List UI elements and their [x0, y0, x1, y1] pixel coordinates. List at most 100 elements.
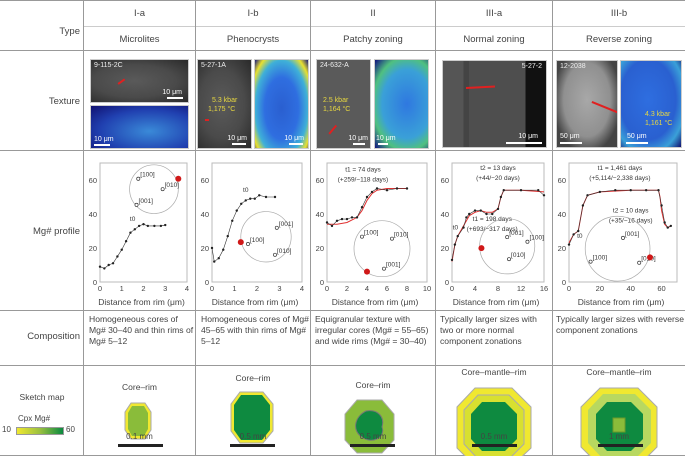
annotation: t0	[130, 216, 136, 223]
x-tick-label: 0	[98, 284, 102, 293]
scale-bar	[167, 97, 183, 99]
profile-line	[117, 78, 125, 85]
row-label-sketch: Sketch map	[19, 392, 65, 402]
table-top-border	[0, 0, 685, 1]
type-I-b: I-b	[247, 8, 259, 19]
pole-marker	[160, 187, 165, 192]
data-point	[360, 206, 364, 209]
data-point	[473, 209, 477, 212]
scale-label: 10 μm	[348, 135, 368, 142]
sample-id: 9-115-2C	[94, 62, 123, 69]
data-point	[340, 217, 344, 221]
data-point	[502, 189, 505, 192]
scale-label: 10 μm	[227, 135, 247, 142]
scale-bar	[560, 142, 582, 144]
data-point	[465, 216, 468, 219]
pressure-label: 4.3 kbar	[645, 111, 671, 118]
stereonet-circle	[240, 211, 292, 263]
scale-bar	[626, 142, 648, 144]
composition-I-b: Homogeneous cores of Mg# 45–65 with thin…	[201, 314, 309, 346]
x-tick-label: 2	[141, 284, 145, 293]
x-tick-label: 4	[300, 284, 304, 293]
y-tick-label: 20	[201, 244, 209, 253]
data-point	[249, 197, 252, 200]
scale-label: 10 μm	[94, 136, 114, 143]
data-point	[120, 248, 123, 251]
type-name-I-b: Phenocrysts	[226, 34, 280, 45]
x-tick-label: 2	[345, 284, 349, 293]
col-divider	[310, 0, 311, 456]
pole-marker	[588, 259, 593, 264]
sketch-scale-I-a: 0.1 mm	[126, 432, 153, 441]
sample-id: 5-27-1A	[201, 62, 226, 69]
stereonet-circle	[353, 220, 411, 278]
data-point	[335, 219, 339, 222]
pole-marker	[136, 176, 141, 181]
scale-bar	[230, 444, 275, 447]
col-divider	[552, 0, 553, 456]
scale-bar	[289, 143, 303, 145]
scale-label: 10 μm	[162, 89, 182, 96]
data-point	[629, 189, 632, 192]
pole-label: [001]	[386, 262, 401, 269]
data-point	[258, 194, 261, 197]
x-tick-label: 2	[255, 284, 259, 293]
data-point	[365, 195, 369, 199]
sample-id: 24-632-A	[320, 62, 349, 69]
data-point	[577, 229, 580, 233]
sketch-scale-III-b: 1 mm	[609, 432, 629, 441]
y-tick-label: 40	[316, 210, 324, 219]
data-point	[450, 258, 454, 262]
plot-frame	[451, 162, 545, 283]
scale-bar	[232, 143, 246, 145]
y-tick-label: 0	[205, 278, 209, 287]
legend-colorbar	[16, 427, 64, 435]
x-axis-label: Distance from rim (μm)	[578, 297, 665, 307]
x-tick-label: 1	[120, 284, 124, 293]
data-point	[350, 216, 354, 219]
row-label-type: Type	[59, 26, 80, 37]
scale-label: 10 μm	[376, 135, 396, 142]
type-III-b: III-b	[610, 8, 628, 19]
type-I-a: I-a	[133, 8, 146, 19]
data-point	[669, 224, 673, 228]
pole-marker	[621, 235, 625, 240]
row-divider	[0, 150, 685, 151]
type-name-I-a: Microlites	[119, 34, 160, 45]
annotation: (+693/−317 days)	[467, 226, 518, 233]
x-tick-label: 60	[657, 284, 665, 293]
legend-title: Cpx Mg#	[18, 414, 51, 423]
scale-label: 10 μm	[518, 133, 538, 140]
data-point	[103, 267, 106, 270]
annotation: t1 = 198 days	[473, 216, 513, 223]
x-tick-label: 20	[596, 284, 604, 293]
data-point	[264, 195, 268, 199]
data-point	[456, 234, 459, 238]
pole-marker	[360, 234, 364, 239]
composition-III-b: Typically larger sizes with reverse comp…	[556, 314, 684, 335]
x-axis-label: Distance from rim (μm)	[98, 297, 185, 307]
sketch-crystal-III-a	[456, 387, 532, 456]
x-tick-label: 12	[517, 284, 525, 293]
data-point	[146, 224, 150, 228]
data-point	[253, 197, 256, 200]
annotation: (+44/−20 days)	[476, 175, 520, 182]
data-point	[614, 189, 617, 192]
data-point	[453, 243, 457, 246]
data-point	[542, 194, 546, 197]
annotation: t2 = 13 days	[480, 165, 516, 172]
data-point	[273, 195, 277, 199]
sketch-label-II: Core–rim	[355, 380, 391, 390]
sketch-label-III-b: Core–mantle–rim	[586, 367, 652, 377]
sketch-crystal-II	[344, 399, 395, 454]
pole-marker	[505, 235, 510, 240]
sketch-label-I-a: Core–rim	[122, 382, 157, 392]
y-tick-label: 60	[201, 176, 209, 185]
row-divider	[0, 310, 685, 311]
sample-id: 5-27-2	[521, 63, 542, 70]
x-tick-label: 16	[540, 284, 548, 293]
data-point	[159, 224, 163, 228]
data-point	[107, 263, 110, 267]
sketch-scale-I-b: 0.5 mm	[239, 432, 267, 441]
data-point	[222, 248, 225, 251]
